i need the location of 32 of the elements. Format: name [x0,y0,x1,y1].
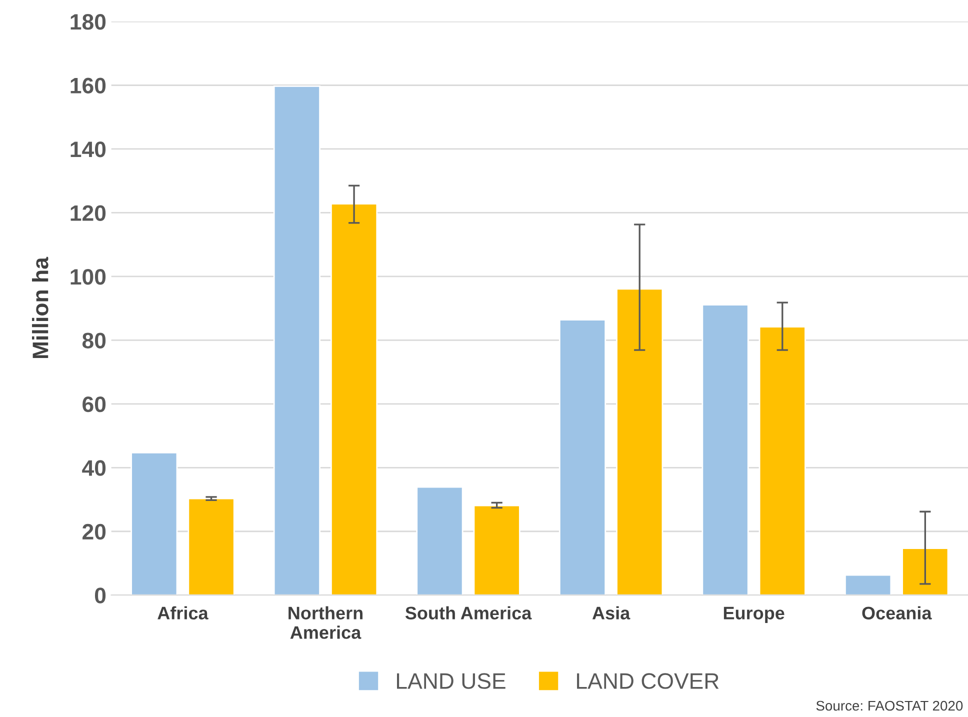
y-tick-label: 100 [70,268,106,285]
bar [473,504,520,596]
x-tick-label: Oceania [862,606,932,620]
legend-label: LAND COVER [577,673,719,689]
y-tick-label: 20 [82,524,106,540]
bar [702,304,749,596]
bar [844,574,892,596]
y-tick-label: 60 [82,396,106,412]
y-tick-label: 80 [82,332,106,348]
bar [558,319,606,596]
x-tick-label: Africa [158,606,208,620]
bar [616,288,664,596]
x-tick-label: Northern America [288,606,362,639]
bar [330,203,378,596]
bar [758,326,806,596]
x-tick-label: Europe [724,606,784,624]
source-note: Source: FAOSTAT 2020 [816,700,963,711]
bar [273,86,320,596]
x-tick-label: South America [405,606,532,620]
y-tick-label: 180 [70,14,106,30]
y-tick-label: 0 [94,588,106,604]
legend-label: LAND USE [397,673,506,689]
y-tick-label: 160 [70,78,106,94]
y-tick-label: 40 [82,460,106,476]
x-tick-label: Asia [592,606,630,620]
bar [416,486,464,596]
bar [188,498,235,596]
y-axis-title: Million ha [32,256,48,358]
y-tick-label: 140 [70,142,106,158]
bar [902,548,949,596]
bar [130,452,178,596]
y-tick-label: 120 [70,205,106,221]
